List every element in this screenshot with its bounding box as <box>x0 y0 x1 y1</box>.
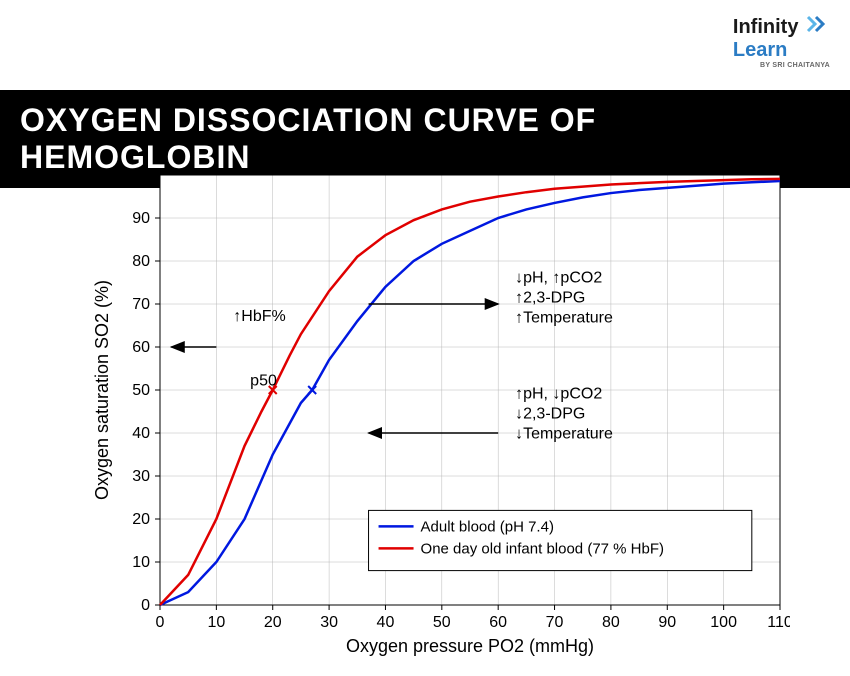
logo-word-1: Infinity <box>733 16 799 38</box>
chart-canvas: 0 10 20 30 40 50 60 70 80 90 100 110 0 10 20 30 40 50 60 70… <box>90 160 790 660</box>
svg-text:60: 60 <box>132 339 150 356</box>
svg-text:↑HbF%: ↑HbF% <box>233 308 285 325</box>
svg-text:90: 90 <box>658 614 676 631</box>
svg-text:↓2,3-DPG: ↓2,3-DPG <box>515 406 585 423</box>
chevron-icon <box>806 15 830 33</box>
svg-text:Oxygen pressure PO2 (mmHg): Oxygen pressure PO2 (mmHg) <box>346 636 594 656</box>
svg-text:Adult blood (pH 7.4): Adult blood (pH 7.4) <box>421 518 554 535</box>
svg-text:50: 50 <box>132 382 150 399</box>
logo-subtext: BY SRI CHAITANYA <box>733 62 830 69</box>
svg-text:30: 30 <box>132 468 150 485</box>
svg-text:50: 50 <box>433 614 451 631</box>
brand-logo: Infinity Learn BY SRI CHAITANYA <box>733 15 830 69</box>
svg-text:10: 10 <box>207 614 225 631</box>
svg-text:70: 70 <box>132 296 150 313</box>
svg-text:↑2,3-DPG: ↑2,3-DPG <box>515 290 585 307</box>
svg-text:↓Temperature: ↓Temperature <box>515 426 613 443</box>
svg-text:Oxygen saturation SO2 (%): Oxygen saturation SO2 (%) <box>92 280 112 500</box>
svg-text:↑Temperature: ↑Temperature <box>515 310 613 327</box>
svg-text:30: 30 <box>320 614 338 631</box>
svg-text:40: 40 <box>132 425 150 442</box>
svg-text:0: 0 <box>141 597 150 614</box>
svg-text:↑pH, ↓pCO2: ↑pH, ↓pCO2 <box>515 386 602 403</box>
svg-text:60: 60 <box>489 614 507 631</box>
svg-text:20: 20 <box>132 511 150 528</box>
svg-text:0: 0 <box>156 614 165 631</box>
svg-text:p50: p50 <box>250 373 277 390</box>
svg-text:↓pH, ↑pCO2: ↓pH, ↑pCO2 <box>515 270 602 287</box>
dissociation-chart: 0 10 20 30 40 50 60 70 80 90 100 110 0 10 20 30 40 50 60 70… <box>90 160 790 660</box>
svg-text:90: 90 <box>132 210 150 227</box>
svg-text:110: 110 <box>767 614 790 631</box>
svg-text:80: 80 <box>132 253 150 270</box>
svg-text:40: 40 <box>377 614 395 631</box>
svg-text:80: 80 <box>602 614 620 631</box>
svg-text:100: 100 <box>710 614 737 631</box>
svg-text:70: 70 <box>546 614 564 631</box>
svg-text:100: 100 <box>123 167 150 184</box>
svg-text:10: 10 <box>132 554 150 571</box>
svg-text:One day old infant blood (77 %: One day old infant blood (77 % HbF) <box>421 540 664 557</box>
svg-text:20: 20 <box>264 614 282 631</box>
logo-word-2: Learn <box>733 39 787 61</box>
